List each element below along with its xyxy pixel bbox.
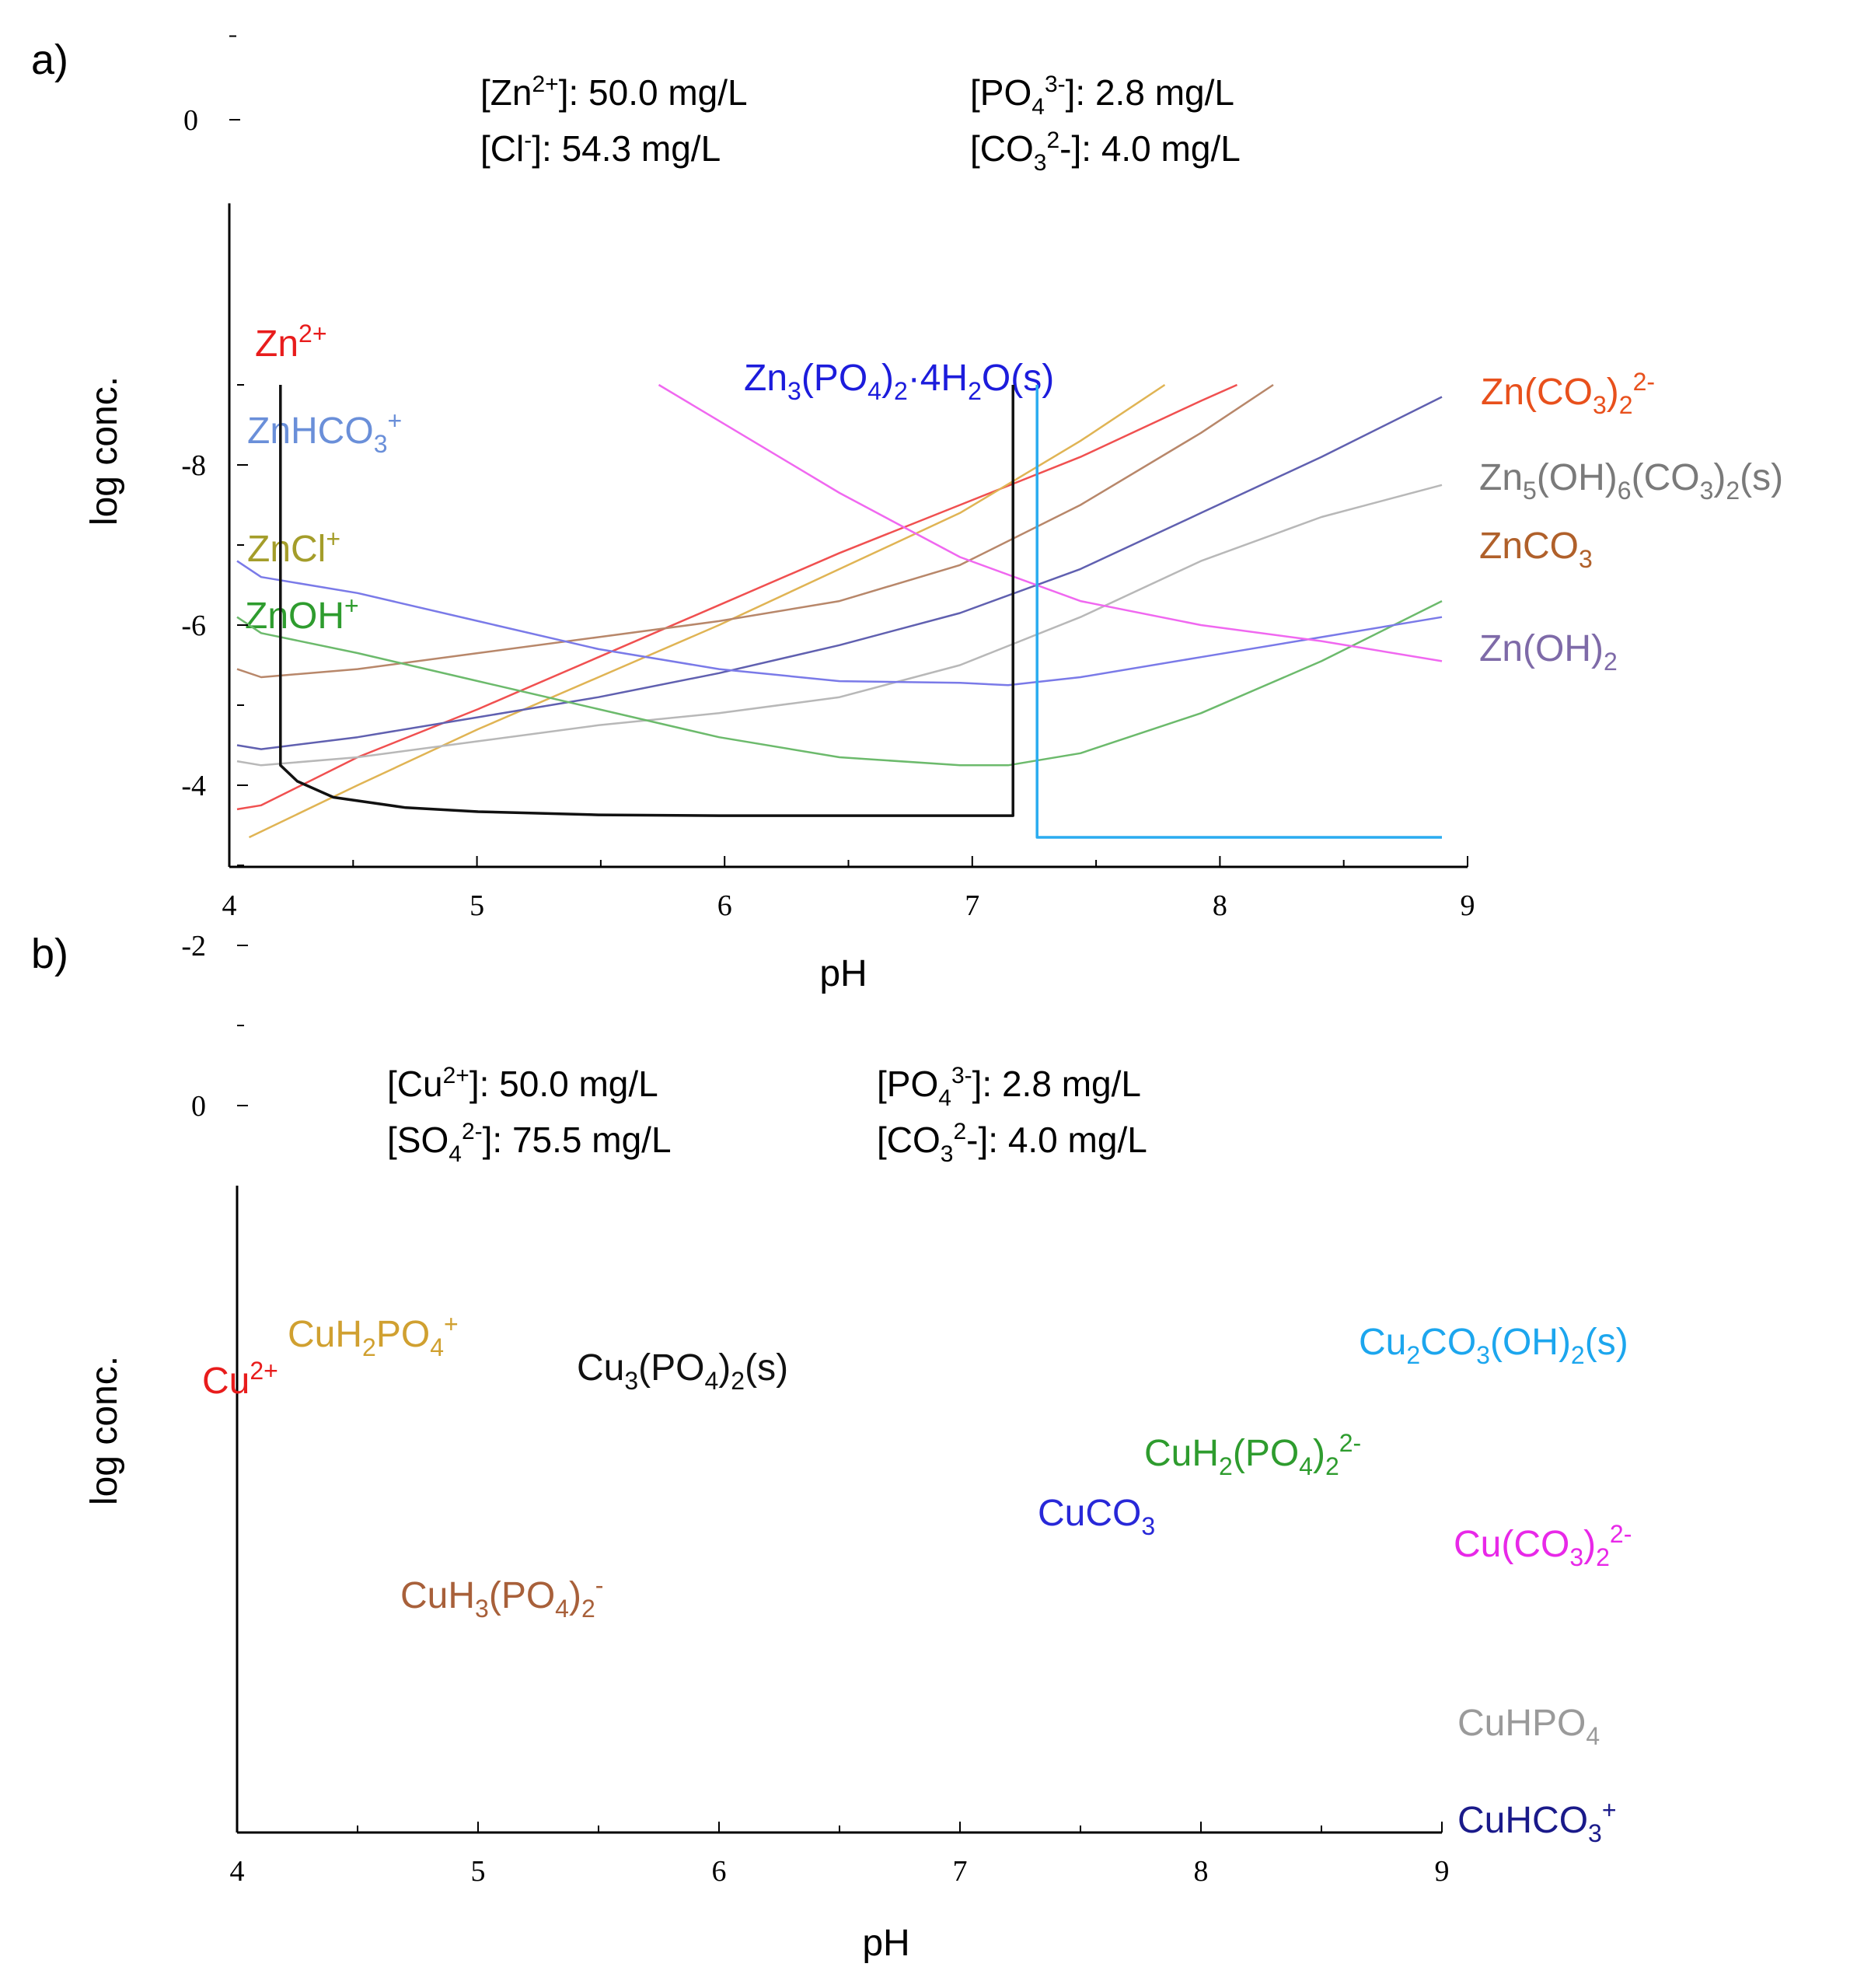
panel-a-label-znco32: Zn(CO3)22-: [1481, 368, 1655, 419]
panel-b: b) 4 5 6 7 8 9 0 -2 -4 -6 -8 pH log conc. [Cu2+]:…: [31, 383, 1632, 1964]
panel-a-label-zn5: Zn5(OH)6(CO3)2(s): [1479, 457, 1783, 505]
panel-b-label-cuhpo4: CuHPO4: [1457, 1703, 1600, 1750]
panel-a-axes: [228, 203, 1468, 868]
panel-a-x-ticks: 4 5 6 7 8 9: [222, 856, 1475, 922]
x-tick-label: 6: [712, 1855, 727, 1888]
panel-b-y-ticks: 0 -2 -4 -6 -8: [181, 384, 248, 1123]
panel-a-label-znoh2: Zn(OH)2: [1479, 628, 1618, 676]
panel-b-label-cuh3po42: CuH3(PO4)2-: [400, 1571, 603, 1623]
x-tick-label: 5: [469, 889, 484, 922]
series-line-cu-po-s: [279, 385, 1014, 817]
panel-b-x-ticks: 4 5 6 7 8 9: [230, 1822, 1450, 1888]
series-line-cuco: [236, 560, 1443, 687]
y-tick-label: -6: [181, 610, 206, 642]
panel-b-annotation-po4: [PO43-]: 2.8 mg/L: [877, 1063, 1141, 1111]
x-tick-label: 8: [1194, 1855, 1209, 1888]
panel-a-y-axis-label: log conc.: [84, 376, 125, 526]
panel-b-series: [236, 383, 1443, 839]
y-tick-label: 0: [191, 1090, 206, 1123]
series-line-cu: [236, 383, 1238, 811]
panel-a-label-znhco3: ZnHCO3+: [247, 407, 402, 458]
panel-b-label-cuco3: CuCO3: [1038, 1493, 1155, 1540]
panel-a-annotation-co3: [CO32-]: 4.0 mg/L: [970, 128, 1241, 176]
panel-a-label-znoh: ZnOH+: [245, 592, 359, 637]
x-tick-label: 4: [230, 1855, 245, 1888]
x-tick-label: 6: [717, 889, 732, 922]
panel-b-label-cu2co3: Cu2CO3(OH)2(s): [1359, 1322, 1628, 1369]
panel-a-annotation-cl: [Cl-]: 54.3 mg/L: [480, 128, 721, 169]
panel-a-label-zncl: ZnCl+: [247, 525, 340, 570]
x-tick-label: 4: [222, 889, 237, 922]
panel-b-annotation-co3: [CO32-]: 4.0 mg/L: [877, 1119, 1147, 1167]
panel-a-annotation-zn: [Zn2+]: 50.0 mg/L: [480, 72, 748, 113]
y-tick-label: -8: [181, 449, 206, 482]
y-tick-label: 0: [183, 104, 198, 137]
series-line-cuhpo: [236, 484, 1443, 767]
panel-b-annotation-cu: [Cu2+]: 50.0 mg/L: [387, 1063, 658, 1104]
series-line-cuh-po: [236, 599, 1443, 767]
panel-b-label-cuh2po42: CuH2(PO4)22-: [1144, 1429, 1361, 1480]
series-line-cuhco: [236, 396, 1443, 750]
panel-b-label-cu3po4: Cu3(PO4)2(s): [577, 1347, 788, 1395]
panel-a-annotation-po4: [PO43-]: 2.8 mg/L: [970, 72, 1234, 120]
x-tick-label: 9: [1461, 889, 1475, 922]
panel-a-label-zn3po4: Zn3(PO4)2·4H2O(s): [744, 358, 1054, 405]
panel-b-label-cu2plus: Cu2+: [202, 1357, 278, 1402]
panel-b-y-axis-label: log conc.: [84, 1356, 125, 1505]
x-tick-label: 5: [471, 1855, 486, 1888]
panel-b-label-cuco32: Cu(CO3)22-: [1454, 1520, 1632, 1571]
panel-b-label-cuhco3: CuHCO3+: [1457, 1796, 1617, 1847]
x-tick-label: 9: [1435, 1855, 1450, 1888]
x-tick-label: 7: [965, 889, 979, 922]
series-line-cuh-po: [248, 383, 1166, 839]
panel-a-x-axis-label: pH: [819, 953, 867, 994]
series-line-cuh-po: [236, 383, 1274, 679]
panel-b-label-cuh2po4: CuH2PO4+: [288, 1310, 459, 1361]
panel-b-label: b): [31, 931, 68, 977]
series-line-cu-co: [658, 383, 1443, 662]
series-line-cu-co-oh-s: [1035, 385, 1442, 839]
x-tick-label: 8: [1213, 889, 1227, 922]
x-tick-label: 7: [953, 1855, 968, 1888]
y-tick-label: -2: [181, 930, 206, 963]
y-tick-label: -4: [181, 770, 206, 802]
panel-a-label-zn2plus: Zn2+: [255, 320, 327, 365]
panel-b-axes: [236, 1186, 1442, 1834]
panel-a-label-znco3: ZnCO3: [1479, 526, 1593, 573]
panel-a-label: a): [31, 37, 68, 83]
panel-b-x-axis-label: pH: [862, 1923, 909, 1964]
panel-b-annotation-so4: [SO42-]: 75.5 mg/L: [387, 1119, 672, 1167]
panel-a-y-ticks: 0-2-4-6-8: [183, 35, 240, 137]
